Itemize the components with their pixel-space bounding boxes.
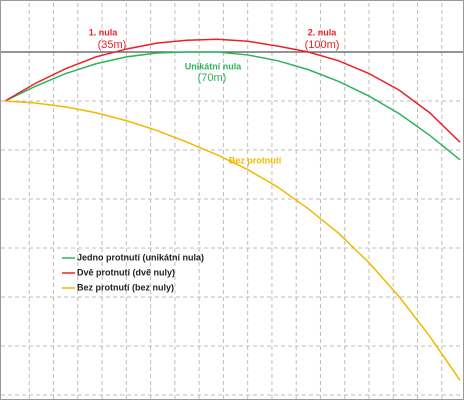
annotation: (70m) — [198, 72, 227, 84]
legend: Jedno protnutí (unikátní nula) Dvě protnu… — [62, 252, 204, 292]
legend-label: Bez protnutí (bez nuly) — [77, 282, 174, 292]
legend-label: Jedno protnutí (unikátní nula) — [77, 252, 204, 262]
annotation: 1. nula — [89, 27, 119, 37]
series-line — [4, 100, 461, 381]
grid — [1, 3, 463, 399]
lines — [4, 38, 461, 381]
annotation: 2. nula — [308, 27, 338, 37]
annotation: (35m) — [98, 39, 127, 51]
series-line — [4, 51, 461, 161]
legend-label: Dvě protnutí (dvě nuly) — [77, 267, 175, 277]
annotation: Bez protnutí — [229, 155, 282, 165]
annotation: (100m) — [305, 39, 340, 51]
annotation: Unikátní nula — [185, 61, 242, 71]
series-line — [4, 38, 461, 143]
